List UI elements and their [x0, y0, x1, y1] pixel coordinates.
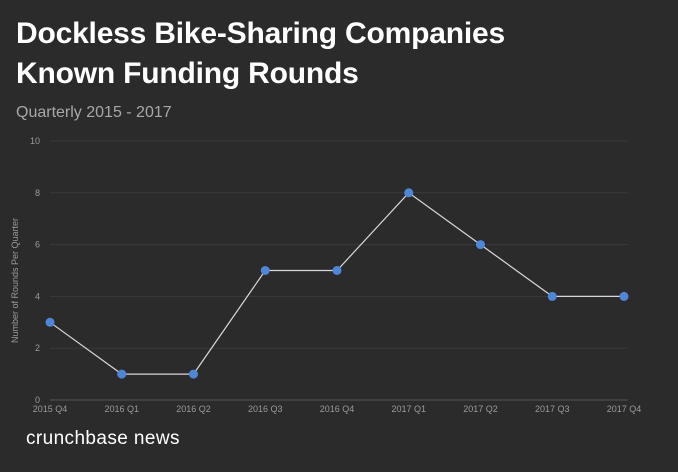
- x-tick-label: 2017 Q3: [535, 404, 570, 414]
- y-tick-label: 0: [35, 395, 40, 405]
- series-line: [49, 192, 624, 375]
- data-point[interactable]: [547, 291, 557, 301]
- x-tick-label: 2016 Q2: [176, 404, 211, 414]
- data-point[interactable]: [260, 266, 270, 275]
- x-tick-label: 2017 Q4: [607, 404, 642, 414]
- chart-title-line-1: Dockless Bike-Sharing Companies: [16, 17, 505, 50]
- series-rounds: [45, 188, 629, 379]
- data-point[interactable]: [189, 369, 198, 379]
- x-tick-label: 2017 Q2: [463, 404, 498, 414]
- data-point[interactable]: [404, 188, 414, 198]
- y-tick-label: 4: [35, 291, 40, 301]
- line-chart: 0 2 4 6 8 10 2015 Q4 2016 Q1 2016 Q2 2016 Q3 2016…: [10, 136, 642, 414]
- x-axis-ticks: 2015 Q4 2016 Q1 2016 Q2 2016 Q3 2016 Q4 2017 …: [33, 404, 642, 414]
- y-tick-label: 10: [30, 136, 40, 146]
- y-tick-label: 8: [35, 188, 40, 198]
- y-tick-label: 6: [35, 240, 40, 250]
- grid-lines: [50, 140, 628, 401]
- data-point[interactable]: [619, 291, 629, 301]
- x-tick-label: 2016 Q4: [320, 404, 355, 414]
- data-point[interactable]: [117, 369, 127, 379]
- y-axis-label: Number of Rounds Per Quarter: [10, 218, 20, 343]
- data-point[interactable]: [476, 240, 485, 250]
- chart-title: Dockless Bike-Sharing Companies Known Fu…: [16, 14, 656, 94]
- x-tick-label: 2016 Q3: [248, 404, 283, 414]
- x-tick-label: 2017 Q1: [391, 404, 426, 414]
- x-tick-label: 2015 Q4: [33, 404, 68, 414]
- y-tick-label: 2: [35, 343, 40, 353]
- y-axis-ticks: 0 2 4 6 8 10: [30, 136, 40, 405]
- data-point[interactable]: [332, 266, 342, 275]
- crunchbase-news-logo: crunchbase news: [26, 428, 180, 449]
- x-tick-label: 2016 Q1: [104, 404, 139, 414]
- data-point[interactable]: [45, 317, 55, 327]
- chart-subtitle: Quarterly 2015 - 2017: [16, 104, 172, 121]
- chart-title-line-2: Known Funding Rounds: [16, 57, 359, 90]
